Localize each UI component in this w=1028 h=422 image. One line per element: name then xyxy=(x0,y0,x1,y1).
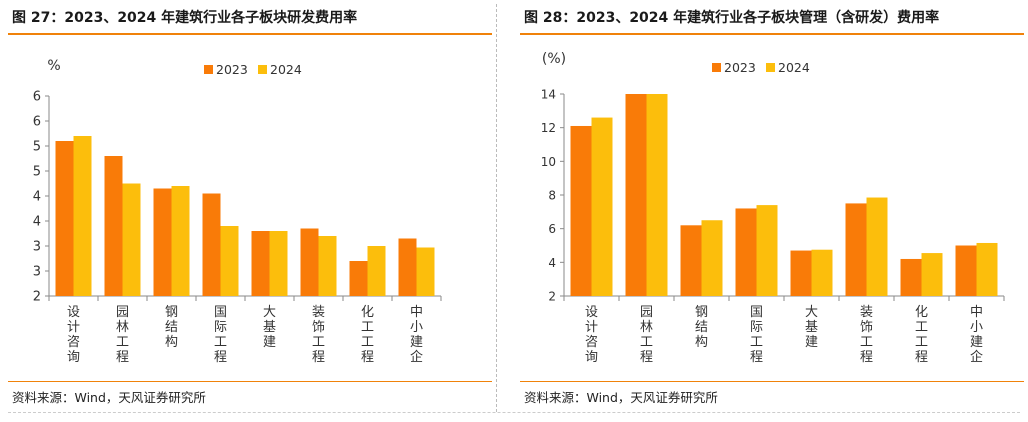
bar-2023-3 xyxy=(735,208,757,296)
bar-2024-0 xyxy=(73,136,92,296)
y-unit-label: (%) xyxy=(542,51,566,67)
chart-title-left: 图 27：2023、2024 年建筑行业各子板块研发费用率 xyxy=(12,10,358,26)
legend-label-2024: 2024 xyxy=(778,60,810,75)
bar-2023-7 xyxy=(398,238,417,296)
y-tick-label: 8 xyxy=(548,189,556,203)
bar-2024-2 xyxy=(701,220,723,296)
bar-2023-2 xyxy=(153,188,172,296)
legend-label-2024: 2024 xyxy=(270,62,302,77)
legend-label-2023: 2023 xyxy=(216,62,248,77)
bar-2024-6 xyxy=(921,253,943,296)
x-category-label: 装饰工程 xyxy=(860,305,873,365)
bar-2024-7 xyxy=(976,242,998,296)
bar-2023-5 xyxy=(845,203,867,296)
bar-2023-4 xyxy=(251,231,270,296)
bar-2024-0 xyxy=(591,117,613,296)
bar-2023-6 xyxy=(900,258,922,296)
bar-2024-6 xyxy=(367,246,386,296)
y-unit-label: % xyxy=(47,58,60,74)
chart-panel-left: 图 27：2023、2024 年建筑行业各子板块研发费用率 % 2023 2024 2… xyxy=(8,0,492,416)
y-tick-label: 10 xyxy=(541,155,556,169)
bar-2023-3 xyxy=(202,193,221,296)
x-category-label: 国际工程 xyxy=(750,305,763,365)
y-tick-label: 6 xyxy=(548,222,556,236)
bar-2024-1 xyxy=(122,183,141,296)
x-category-label: 中小建企 xyxy=(410,305,423,365)
bar-2024-5 xyxy=(318,236,337,296)
x-category-label: 装饰工程 xyxy=(312,305,325,365)
y-tick-label: 2 xyxy=(33,290,41,305)
bar-2023-1 xyxy=(104,156,123,296)
x-category-label: 大基建 xyxy=(805,305,818,350)
bar-2024-2 xyxy=(171,186,190,296)
x-category-label: 大基建 xyxy=(263,305,276,350)
x-category-label: 园林工程 xyxy=(116,305,129,365)
bar-2024-7 xyxy=(416,247,435,296)
y-tick-label: 5 xyxy=(33,165,41,180)
x-category-label: 中小建企 xyxy=(970,305,983,365)
bar-2023-7 xyxy=(955,245,977,296)
bar-2023-5 xyxy=(300,228,319,296)
bar-2024-3 xyxy=(756,205,778,296)
chart-title-right: 图 28：2023、2024 年建筑行业各子板块管理（含研发）费用率 xyxy=(524,10,940,26)
x-category-label: 钢结构 xyxy=(695,305,708,350)
panel-divider xyxy=(496,4,497,412)
bar-chart-admin-rate: (%) 2023 2024 2 4 6 8 10 12 14 设计咨询 园林工程 钢结构 国际工程 大基建 装… xyxy=(541,51,1005,365)
bar-2023-0 xyxy=(570,125,592,296)
y-tick-label: 6 xyxy=(33,115,41,130)
bar-2024-4 xyxy=(811,249,833,296)
source-note-left: 资料来源：Wind，天风证券研究所 xyxy=(12,390,206,405)
x-category-label: 设计咨询 xyxy=(67,305,80,365)
title-rule-left xyxy=(8,33,492,35)
bar-2024-3 xyxy=(220,226,239,296)
x-category-label: 化工工程 xyxy=(915,305,928,365)
bottom-dashed-border xyxy=(8,412,1020,413)
y-tick-label: 4 xyxy=(33,190,41,205)
y-tick-label: 3 xyxy=(33,240,41,255)
bar-2024-5 xyxy=(866,197,888,296)
x-category-label: 钢结构 xyxy=(165,305,178,350)
chart-panel-right: 图 28：2023、2024 年建筑行业各子板块管理（含研发）费用率 (%) 20… xyxy=(520,0,1024,416)
bar-2023-4 xyxy=(790,250,812,296)
bar-2024-1 xyxy=(646,94,668,296)
y-tick-label: 4 xyxy=(33,215,41,230)
source-note-right: 资料来源：Wind，天风证券研究所 xyxy=(524,390,718,405)
x-category-label: 设计咨询 xyxy=(585,305,598,365)
y-tick-label: 12 xyxy=(541,121,556,135)
legend-swatch-2023 xyxy=(204,65,213,74)
x-category-label: 国际工程 xyxy=(214,305,227,365)
y-tick-label: 14 xyxy=(541,88,556,102)
y-tick-label: 2 xyxy=(548,290,556,304)
legend-label-2023: 2023 xyxy=(724,60,756,75)
title-rule-right xyxy=(520,33,1024,35)
bar-chart-rd-rate: % 2023 2024 2 3 3 4 4 5 5 6 6 设计咨询 园林工程 钢结构 国际工程 大基建 装饰工程… xyxy=(33,58,442,365)
bar-2023-1 xyxy=(625,94,647,296)
y-tick-label: 3 xyxy=(33,265,41,280)
legend-swatch-2023 xyxy=(712,63,721,72)
source-rule-left xyxy=(8,381,492,382)
bar-2023-6 xyxy=(349,261,368,296)
y-tick-label: 6 xyxy=(33,90,41,105)
x-category-label: 园林工程 xyxy=(640,305,653,365)
y-tick-label: 4 xyxy=(548,256,556,270)
bar-2023-2 xyxy=(680,225,702,296)
source-rule-right xyxy=(520,381,1024,382)
legend-swatch-2024 xyxy=(766,63,775,72)
bar-2024-4 xyxy=(269,231,288,296)
bar-2023-0 xyxy=(55,141,74,296)
legend-swatch-2024 xyxy=(258,65,267,74)
y-tick-label: 5 xyxy=(33,140,41,155)
x-category-label: 化工工程 xyxy=(361,305,374,365)
